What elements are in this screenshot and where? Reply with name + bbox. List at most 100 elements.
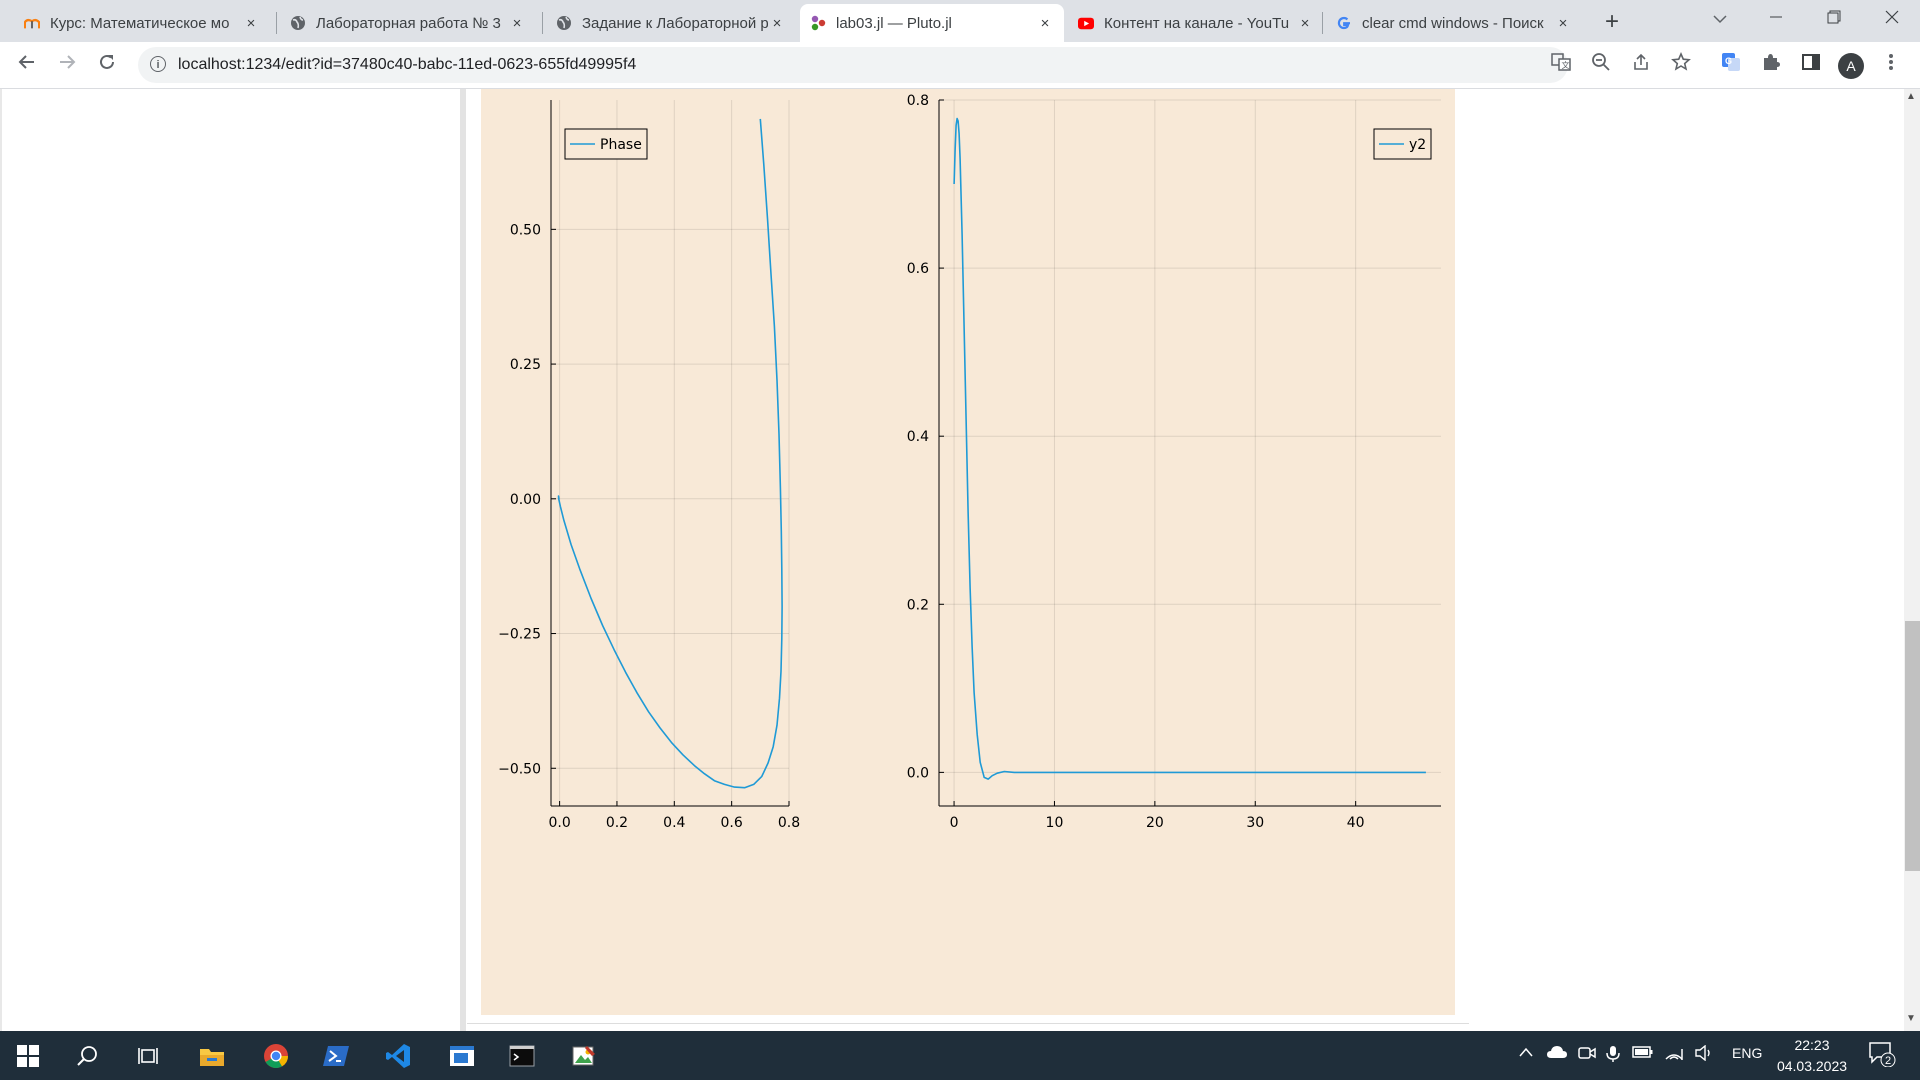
tab-lab-work[interactable]: Лабораторная работа № 3 × (280, 4, 536, 42)
tab-youtube[interactable]: Контент на канале - YouTu × (1068, 4, 1324, 42)
reload-icon[interactable] (92, 50, 122, 80)
close-window-icon[interactable] (1872, 6, 1912, 34)
plots-svg: 0.0 0.2 0.4 0.6 0.80.500.250.00−0.25−0.50Pha… (481, 89, 1455, 1015)
side-panel-icon[interactable] (1798, 52, 1824, 78)
menu-kebab-icon[interactable] (1878, 52, 1904, 78)
avatar: A (1838, 53, 1864, 79)
y-tick-label: 0.00 (510, 492, 541, 508)
share-icon[interactable] (1628, 52, 1654, 78)
tab-divider (276, 12, 277, 34)
vscode-icon[interactable] (380, 1039, 416, 1073)
minimize-icon[interactable] (1756, 6, 1796, 34)
tab-divider (542, 12, 543, 34)
site-info-icon[interactable]: i (150, 56, 166, 72)
svg-text:G: G (1725, 56, 1732, 66)
forward-arrow-icon[interactable] (52, 50, 82, 80)
clock[interactable]: 22:23 04.03.2023 (1772, 1035, 1852, 1077)
url-text: localhost:1234/edit?id=37480c40-babc-11e… (178, 56, 637, 73)
image-editor-icon[interactable] (566, 1039, 602, 1073)
phase-plot: 0.0 0.2 0.4 0.6 0.8 0.50 0.25 0.00 −0.25 −0.50 Pha… (498, 100, 800, 831)
translate-icon[interactable]: 文 (1548, 52, 1574, 78)
x-tick-label: 40 (1347, 815, 1365, 831)
google-icon (1336, 15, 1352, 31)
notebook-left-gutter (460, 89, 466, 1031)
restore-icon[interactable] (1814, 6, 1854, 34)
task-view-icon[interactable] (130, 1039, 166, 1073)
cell-divider (467, 1023, 1469, 1024)
address-bar[interactable]: i localhost:1234/edit?id=37480c40-babc-1… (138, 47, 1568, 83)
close-icon[interactable]: × (1558, 14, 1568, 32)
x-tick-label: 0 (950, 815, 959, 831)
series-line-y2 (953, 117, 1426, 780)
extensions-puzzle-icon[interactable] (1758, 52, 1784, 78)
chrome-icon[interactable] (258, 1039, 294, 1073)
search-icon[interactable] (70, 1039, 106, 1073)
page-scrollbar[interactable] (1904, 89, 1920, 1031)
browser-toolbar: i localhost:1234/edit?id=37480c40-babc-1… (0, 42, 1920, 89)
y-tick-label: 0.8 (907, 93, 929, 109)
page-content: 0.0 0.2 0.4 0.6 0.8 0.50 0.25 0.00 −0.25 −0.50 Pha… (0, 89, 1920, 1031)
y-tick-label: 0.50 (510, 222, 541, 238)
tab-title: Лабораторная работа № 3 (316, 14, 501, 32)
y-tick-label: 0.6 (907, 261, 929, 277)
clock-time: 22:23 (1794, 1037, 1830, 1053)
clock-date: 04.03.2023 (1776, 1058, 1848, 1074)
x-tick-label: 0.4 (663, 815, 685, 831)
globe-icon (290, 15, 306, 31)
windows-start-icon[interactable] (10, 1039, 46, 1073)
microphone-icon[interactable] (1606, 1045, 1620, 1066)
new-tab-button[interactable]: + (1604, 8, 1619, 35)
pluto-icon (810, 15, 826, 31)
meet-camera-icon[interactable] (1578, 1045, 1596, 1064)
language-indicator[interactable]: ENG (1732, 1045, 1763, 1061)
plot-output-cell: 0.0 0.2 0.4 0.6 0.8 0.50 0.25 0.00 −0.25 −0.50 Pha… (481, 89, 1455, 1015)
svg-text:文: 文 (1562, 60, 1570, 70)
y-tick-label: −0.50 (498, 761, 541, 777)
tab-title: lab03.jl — Pluto.jl (836, 14, 952, 32)
volume-icon[interactable] (1694, 1044, 1714, 1064)
y-tick-label: −0.25 (498, 627, 541, 643)
moodle-icon (24, 15, 40, 31)
tab-divider (1322, 12, 1323, 34)
powershell-icon[interactable] (318, 1039, 354, 1073)
zoom-out-icon[interactable] (1588, 52, 1614, 78)
google-translate-extension-icon[interactable]: G (1718, 52, 1744, 78)
terminal-icon[interactable] (504, 1039, 540, 1073)
globe-icon (556, 15, 572, 31)
scroll-up-arrow-icon[interactable]: ▲ (1906, 91, 1916, 102)
file-explorer-icon[interactable] (194, 1039, 230, 1073)
bookmark-star-icon[interactable] (1668, 52, 1694, 78)
close-icon[interactable]: × (1040, 14, 1050, 32)
close-icon[interactable]: × (1300, 14, 1310, 32)
tab-title: clear cmd windows - Поиск (1362, 14, 1544, 32)
notification-count: 2 (1885, 1055, 1891, 1067)
window-app-icon[interactable] (444, 1039, 480, 1073)
tab-assignment[interactable]: Задание к Лабораторной р × (546, 4, 796, 42)
back-arrow-icon[interactable] (12, 50, 42, 80)
close-icon[interactable]: × (512, 14, 522, 32)
chevron-up-icon[interactable] (1518, 1045, 1534, 1061)
tab-search-chevron-down-icon[interactable] (1700, 6, 1740, 34)
onedrive-cloud-icon[interactable] (1546, 1045, 1568, 1062)
battery-icon[interactable] (1632, 1045, 1654, 1062)
close-icon[interactable]: × (772, 14, 782, 32)
plot-background (481, 89, 1455, 1015)
scroll-down-arrow-icon[interactable]: ▼ (1906, 1013, 1916, 1024)
legend-label: y2 (1409, 137, 1426, 153)
youtube-icon (1078, 15, 1094, 31)
tab-title: Курс: Математическое мо (50, 14, 230, 32)
tab-google-search[interactable]: clear cmd windows - Поиск × (1326, 4, 1582, 42)
y-tick-label: 0.25 (510, 357, 541, 373)
x-tick-label: 0.6 (721, 815, 743, 831)
x-tick-label: 0.2 (606, 815, 628, 831)
tab-course[interactable]: Курс: Математическое мо × (14, 4, 270, 42)
close-icon[interactable]: × (246, 14, 256, 32)
notification-center-icon[interactable]: 2 (1868, 1041, 1896, 1070)
scrollbar-thumb[interactable] (1905, 621, 1920, 871)
wifi-icon[interactable] (1664, 1045, 1684, 1064)
windows-taskbar: ENG 22:23 04.03.2023 2 (0, 1031, 1920, 1080)
tab-pluto-active[interactable]: lab03.jl — Pluto.jl × (800, 4, 1064, 42)
tab-title: Задание к Лабораторной р (582, 14, 768, 32)
profile-avatar[interactable]: A (1838, 52, 1864, 79)
y-tick-label: 0.4 (907, 429, 929, 445)
